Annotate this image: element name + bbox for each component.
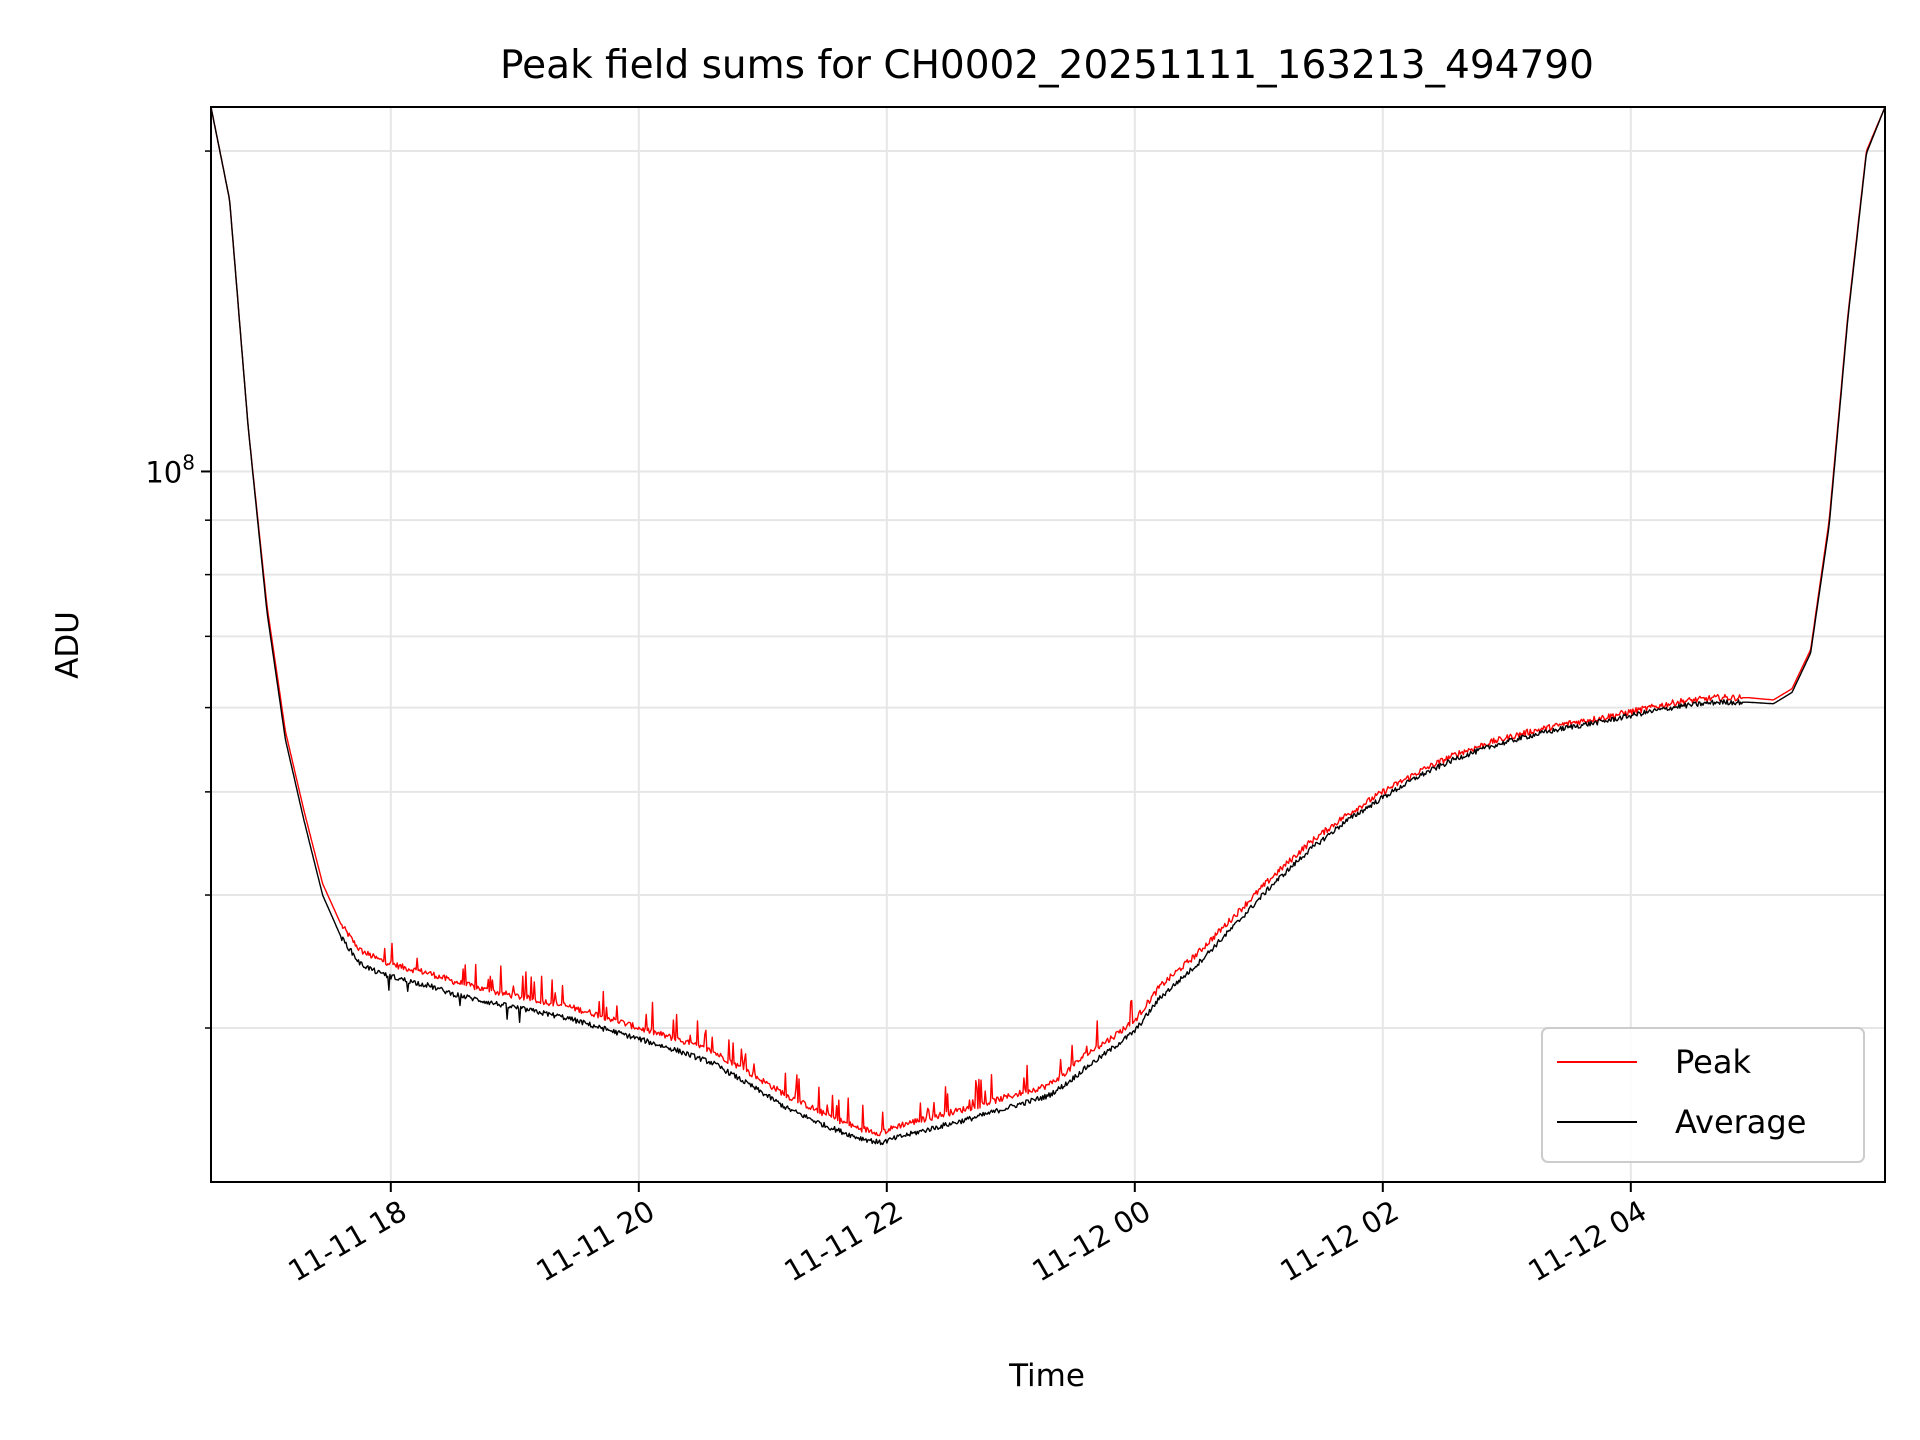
plot-frame [210,106,1886,1183]
series-layer [210,106,1886,1146]
legend-average-label: Average [1675,1103,1806,1141]
chart-title: Peak field sums for CH0002_20251111_1632… [500,43,1594,88]
legend-peak-label: Peak [1675,1043,1751,1081]
grid [211,107,1885,1182]
series-line-peak [210,106,1886,1137]
legend: Peak Average [1541,1027,1865,1163]
y-axis-label: ADU [50,611,86,679]
series-line-average [210,106,1886,1146]
y-tick-label: 108 [145,450,195,489]
x-axis-label: Time [1008,1358,1085,1394]
